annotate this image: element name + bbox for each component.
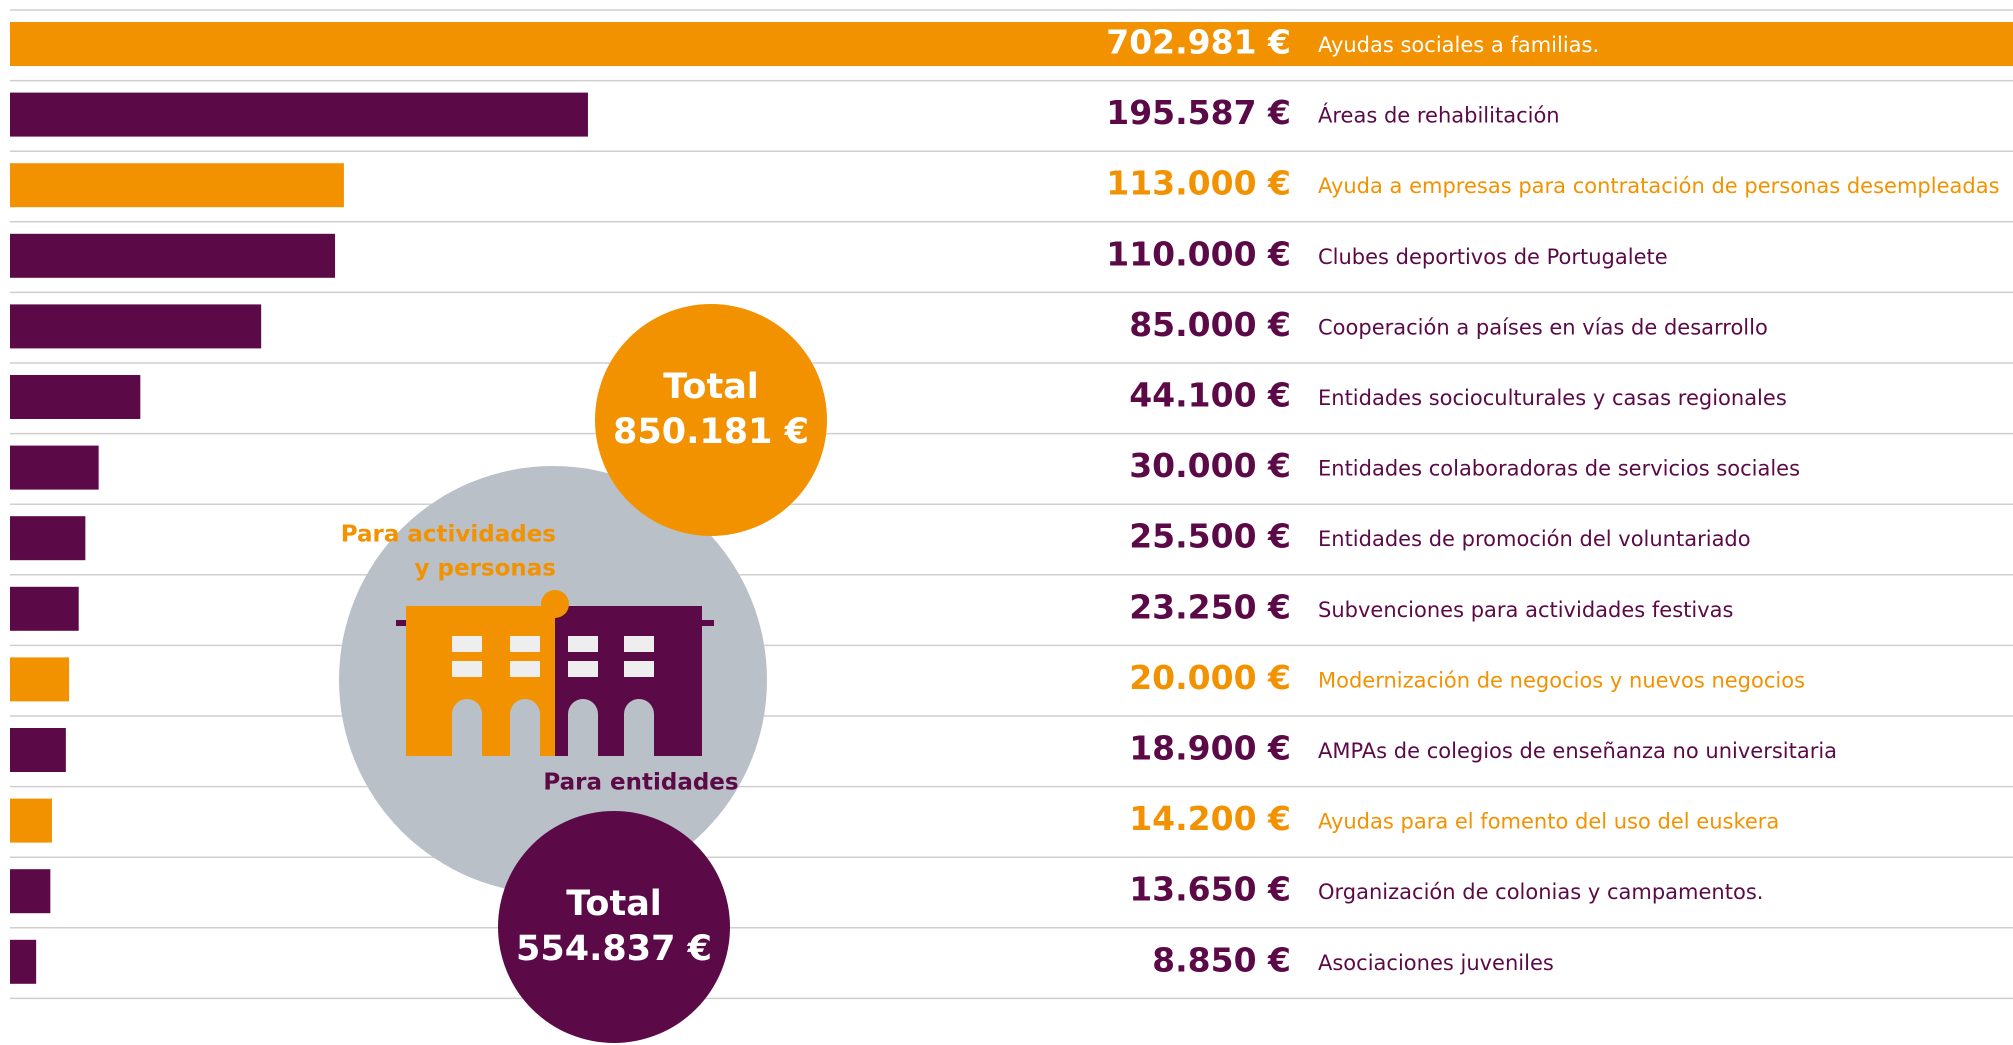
category-label: Ayuda a empresas para contratación de pe… [1318,174,2000,198]
bar [10,728,66,772]
value-label: 85.000 € [1129,305,1291,344]
value-label: 8.850 € [1152,940,1291,979]
category-label: Entidades de promoción del voluntariado [1318,527,1751,551]
total-value: 554.837 € [516,929,712,969]
orange-total-circle [595,304,827,536]
orange-caption: Para actividades [341,522,556,548]
value-label: 23.250 € [1129,587,1291,626]
purple-caption: Para entidades [543,770,738,796]
bar [10,445,99,490]
category-label: Cooperación a países en vías de desarrol… [1318,315,1768,339]
rows: 702.981 € Ayudas sociales a familias. 195.… [10,9,2013,1000]
value-label: 14.200 € [1129,799,1291,838]
value-label: 18.900 € [1129,729,1291,768]
value-label: 30.000 € [1129,446,1291,485]
category-label: Modernización de negocios y nuevos negoc… [1318,668,1805,692]
building-icon [396,590,714,756]
bar [10,798,52,843]
value-label: 113.000 € [1106,164,1291,203]
orange-caption: y personas [415,556,556,582]
total-value: 850.181 € [613,412,809,452]
bar [10,163,344,208]
category-label: AMPAs de colegios de enseñanza no univer… [1318,739,1837,763]
category-label: Asociaciones juveniles [1318,951,1554,975]
value-label: 13.650 € [1129,870,1291,909]
bar [10,304,262,349]
category-label: Ayudas sociales a familias. [1318,33,1599,57]
total-title: Total [663,367,759,407]
category-label: Subvenciones para actividades festivas [1318,598,1733,622]
value-label: 110.000 € [1106,234,1291,273]
bar [10,939,37,984]
value-label: 702.981 € [1106,23,1291,62]
bar [10,869,51,914]
category-label: Entidades socioculturales y casas region… [1318,386,1787,410]
value-label: 195.587 € [1106,93,1291,132]
bar [10,586,79,631]
category-label: Organización de colonias y campamentos. [1318,880,1763,904]
category-label: Ayudas para el fomento del uso del euske… [1318,810,1779,834]
value-label: 20.000 € [1129,658,1291,697]
bar [10,22,2013,66]
category-label: Clubes deportivos de Portugalete [1318,245,1668,269]
bar [10,657,70,702]
purple-total-circle [498,811,730,1043]
category-label: Entidades colaboradoras de servicios soc… [1318,457,1800,481]
bar [10,233,336,278]
bar [10,516,86,561]
total-title: Total [566,884,662,924]
bar [10,375,141,419]
value-label: 44.100 € [1129,376,1291,415]
category-label: Áreas de rehabilitación [1318,103,1560,128]
value-label: 25.500 € [1129,517,1291,556]
bar [10,92,588,137]
